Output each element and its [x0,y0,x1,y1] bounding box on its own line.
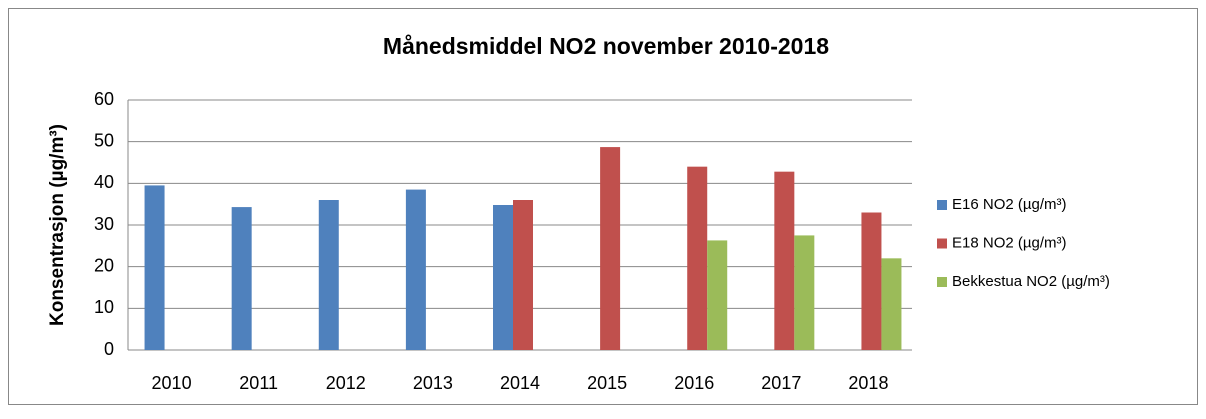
x-tick-label: 2014 [500,373,540,393]
legend-swatch [937,238,947,249]
y-tick-label: 40 [94,172,114,192]
legend-label: Bekkestua NO2 (µg/m³) [952,273,1110,290]
bar [794,235,815,350]
x-tick-label: 2017 [761,373,801,393]
bar [493,205,513,350]
y-tick-label: 50 [94,130,114,150]
y-tick-label: 20 [94,255,114,275]
chart-title: Månedsmiddel NO2 november 2010-2018 [383,33,829,59]
y-tick-label: 60 [94,89,114,109]
bar [861,212,882,350]
legend-label: E18 NO2 (µg/m³) [952,234,1067,251]
x-tick-label: 2010 [152,373,192,393]
x-tick-label: 2012 [326,373,366,393]
y-tick-label: 10 [94,297,114,317]
bar [687,166,708,350]
legend-swatch [937,277,947,287]
y-tick-label: 30 [94,214,114,234]
bar [774,171,795,350]
legend-label: E16 NO2 (µg/m³) [952,196,1067,213]
y-axis-label: Konsentrasjon (µg/m³) [47,124,68,326]
x-tick-label: 2015 [587,373,627,393]
x-tick-label: 2011 [239,373,278,393]
bar [144,185,165,350]
bar [513,200,533,350]
x-tick-label: 2018 [848,373,888,393]
x-tick-label: 2016 [674,373,714,393]
bar [881,258,902,350]
y-tick-label: 0 [104,339,114,359]
bar [600,147,621,350]
legend-swatch [937,200,947,210]
bar [318,200,339,350]
bar [707,240,728,350]
bar [405,189,426,350]
x-tick-label: 2013 [413,373,453,393]
bar [231,207,252,350]
